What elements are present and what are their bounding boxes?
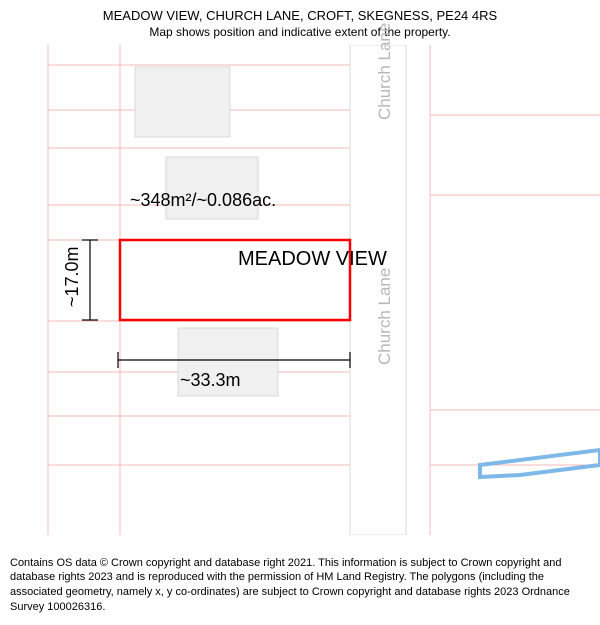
map-title: MEADOW VIEW, CHURCH LANE, CROFT, SKEGNES… bbox=[10, 8, 590, 23]
property-name-label: MEADOW VIEW bbox=[238, 248, 387, 271]
copyright-footer: Contains OS data © Crown copyright and d… bbox=[0, 548, 600, 625]
width-dimension-label: ~33.3m bbox=[180, 370, 241, 391]
road-label-top: Church Lane bbox=[375, 23, 395, 120]
map-subtitle: Map shows position and indicative extent… bbox=[10, 25, 590, 39]
header: MEADOW VIEW, CHURCH LANE, CROFT, SKEGNES… bbox=[0, 0, 600, 43]
road-label-bottom: Church Lane bbox=[375, 268, 395, 365]
map-area: ~348m²/~0.086ac. MEADOW VIEW ~33.3m ~17.… bbox=[0, 45, 600, 535]
area-label: ~348m²/~0.086ac. bbox=[130, 190, 276, 211]
map-svg bbox=[0, 45, 600, 535]
height-dimension-label: ~17.0m bbox=[62, 246, 83, 307]
